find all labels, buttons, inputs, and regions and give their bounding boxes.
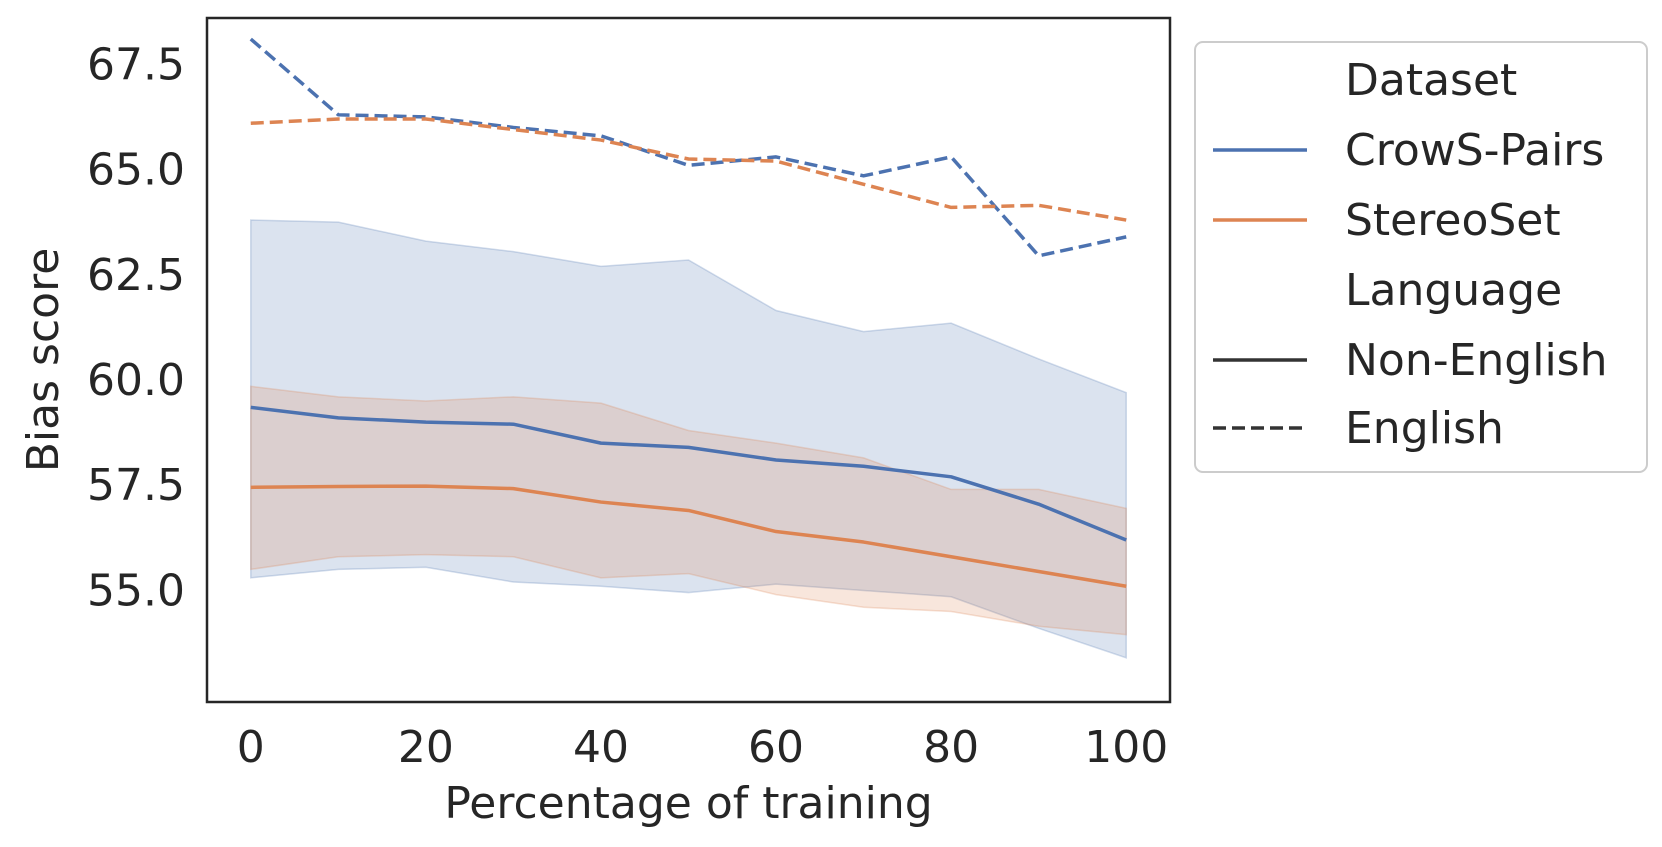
line-stereoset-english [250,117,1127,222]
x-axis-ticks: 0 20 40 60 80 100 [237,722,1168,773]
y-tick-label: 60.0 [87,355,185,406]
x-tick-label: 40 [573,722,629,773]
line-crows-pairs-english [249,37,1127,258]
line-stereoset-non-english [250,484,1127,588]
legend-label: StereoSet [1345,195,1561,246]
y-tick-label: 57.5 [87,460,185,511]
legend-title: Dataset [1345,55,1517,106]
x-tick-label: 20 [398,722,454,773]
x-tick-label: 60 [748,722,804,773]
line-crows-pairs-non-english [250,405,1127,542]
plot-frame [205,16,1172,704]
legend: Dataset CrowS-Pairs StereoSet Language Non-E… [1194,41,1648,473]
confidence-bands [250,219,1127,659]
legend-label: CrowS-Pairs [1345,125,1604,176]
legend-box [1194,41,1648,473]
legend-label: English [1345,403,1504,454]
y-tick-label: 67.5 [87,39,185,90]
y-axis-ticks: 55.0 57.5 60.0 62.5 65.0 67.5 [87,39,185,616]
y-tick-label: 62.5 [87,250,185,301]
x-axis-label: Percentage of training [444,778,932,829]
y-axis-label: Bias score [18,248,69,473]
x-tick-label: 0 [237,722,265,773]
x-tick-label: 80 [923,722,979,773]
legend-label: Non-English [1345,335,1607,386]
series-lines [249,37,1127,588]
legend-title: Language [1345,265,1562,316]
y-tick-label: 65.0 [87,145,185,196]
y-tick-label: 55.0 [87,565,185,616]
x-tick-label: 100 [1084,722,1168,773]
